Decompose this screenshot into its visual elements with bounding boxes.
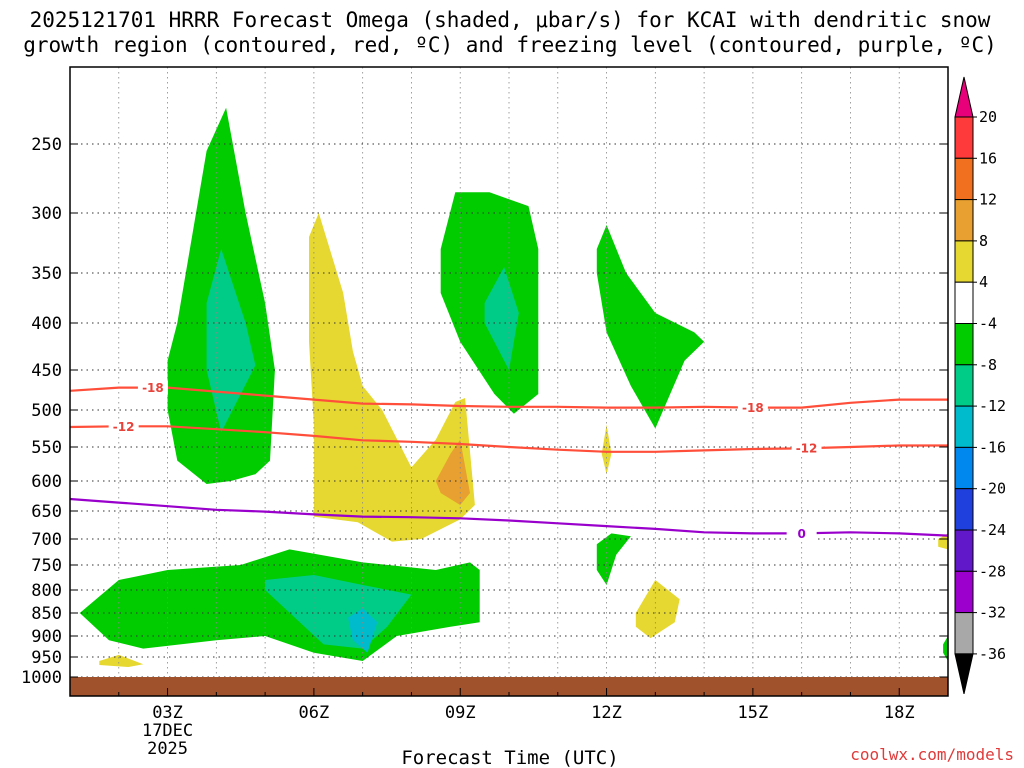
x-tick-label-15Z: 15Z: [738, 703, 769, 723]
chart-title-line-1: 2025121701 HRRR Forecast Omega (shaded, …: [30, 8, 991, 32]
chart-title-line-2: growth region (contoured, red, ºC) and f…: [23, 33, 997, 57]
colorbar-segment-11: [954, 570, 974, 614]
colorbar-label--16: -16: [979, 438, 1006, 456]
omega-region--12-7: [265, 575, 412, 649]
colorbar-label--28: -28: [979, 562, 1006, 580]
colorbar-label-8: 8: [979, 232, 988, 250]
x-axis-label: Forecast Time (UTC): [401, 747, 618, 768]
omega-region-4-14: [938, 533, 948, 550]
colorbar-label--32: -32: [979, 604, 1006, 622]
x-tick-label-06Z: 06Z: [299, 703, 330, 723]
colorbar-under-triangle: [954, 653, 974, 695]
contour-label--18-1: -18: [742, 401, 764, 415]
omega-region--8-6: [79, 549, 480, 661]
contour-label-0-0: 0: [797, 527, 805, 541]
y-tick-label-550: 550: [31, 438, 62, 458]
colorbar-label-20: 20: [979, 108, 997, 126]
colorbar-label--4: -4: [979, 315, 997, 333]
y-tick-label-800: 800: [31, 581, 62, 601]
y-tick-label-650: 650: [31, 502, 62, 522]
colorbar-segment-2: [954, 199, 974, 242]
colorbar-segment-3: [954, 240, 974, 283]
omega-region-4-12: [635, 580, 680, 639]
x-tick-label-12Z: 12Z: [591, 703, 622, 723]
colorbar-label--12: -12: [979, 397, 1006, 415]
colorbar-label-12: 12: [979, 191, 997, 209]
contour-label-bg--12-0: [108, 419, 139, 434]
colorbar-over-triangle: [954, 76, 974, 118]
omega-region--8-4: [596, 225, 705, 429]
contour-label-bg-0-0: [786, 526, 817, 541]
colorbar-segment-5: [954, 323, 974, 366]
omega-region-8-10: [435, 439, 470, 505]
colorbar-label-4: 4: [979, 273, 988, 291]
x-tick-date-1: 2025: [147, 739, 188, 759]
colorbar-segment-4: [954, 281, 974, 325]
colorbar-segment-8: [954, 446, 974, 490]
site-watermark[interactable]: coolwx.com/models: [850, 745, 1014, 764]
x-tick-label-03Z: 03Z: [152, 703, 183, 723]
y-tick-label-950: 950: [31, 648, 62, 668]
y-tick-label-1000: 1000: [21, 668, 62, 688]
colorbar-segment-7: [954, 405, 974, 448]
y-tick-label-500: 500: [31, 401, 62, 421]
omega-region--12-3: [484, 267, 519, 370]
x-tick-label-18Z: 18Z: [884, 703, 915, 723]
omega-region-4-13: [99, 654, 144, 667]
omega-region--8-15: [943, 636, 948, 661]
colorbar-label--36: -36: [979, 645, 1006, 663]
colorbar-segment-6: [954, 364, 974, 407]
omega-region-4-11: [601, 424, 612, 475]
colorbar-segment-1: [954, 157, 974, 201]
contour-label-bg--18-1: [737, 400, 768, 415]
colorbar-segment-12: [954, 612, 974, 655]
omega-region--12-1: [206, 249, 256, 433]
ground-surface: [70, 677, 948, 696]
y-tick-label-450: 450: [31, 361, 62, 381]
contour-label--18-0: -18: [142, 381, 164, 395]
y-tick-label-400: 400: [31, 314, 62, 334]
omega-colorbar: 20 16 12 8 4 -4 -8 -12 -16 -20 -24 -28 -32 -36: [954, 76, 1006, 695]
contour-line--18: [69, 386, 948, 409]
temperature-contours: -18 -18 -12 -12 0: [69, 380, 949, 541]
contour-label--12-1: -12: [796, 442, 818, 456]
x-tick-date-0: 17DEC: [142, 721, 193, 741]
colorbar-label--20: -20: [979, 480, 1006, 498]
colorbar-label--24: -24: [979, 521, 1006, 539]
y-tick-label-900: 900: [31, 627, 62, 647]
y-tick-label-250: 250: [31, 135, 62, 155]
colorbar-label-16: 16: [979, 149, 997, 167]
omega-region--8-5: [596, 533, 631, 585]
colorbar-segment-10: [954, 529, 974, 572]
y-tick-label-850: 850: [31, 604, 62, 624]
colorbar-segment-9: [954, 488, 974, 531]
contour-label--12-0: -12: [113, 420, 135, 434]
omega-shaded-regions: [79, 107, 948, 667]
y-tick-label-350: 350: [31, 264, 62, 284]
contour-label-bg--18-0: [137, 380, 168, 395]
y-tick-label-300: 300: [31, 204, 62, 224]
colorbar-segment-0: [954, 116, 974, 159]
y-tick-label-750: 750: [31, 556, 62, 576]
colorbar-label--8: -8: [979, 356, 997, 374]
pressure-axis: 250 300 350 400 450 500 550 600 650 700 750 800 850 9…: [21, 135, 948, 688]
y-tick-label-700: 700: [31, 530, 62, 550]
omega-region-4-9: [309, 213, 475, 542]
contour-label-bg--12-1: [791, 441, 822, 456]
y-tick-label-600: 600: [31, 472, 62, 492]
x-tick-label-09Z: 09Z: [445, 703, 476, 723]
omega-region--16-8: [348, 608, 378, 653]
